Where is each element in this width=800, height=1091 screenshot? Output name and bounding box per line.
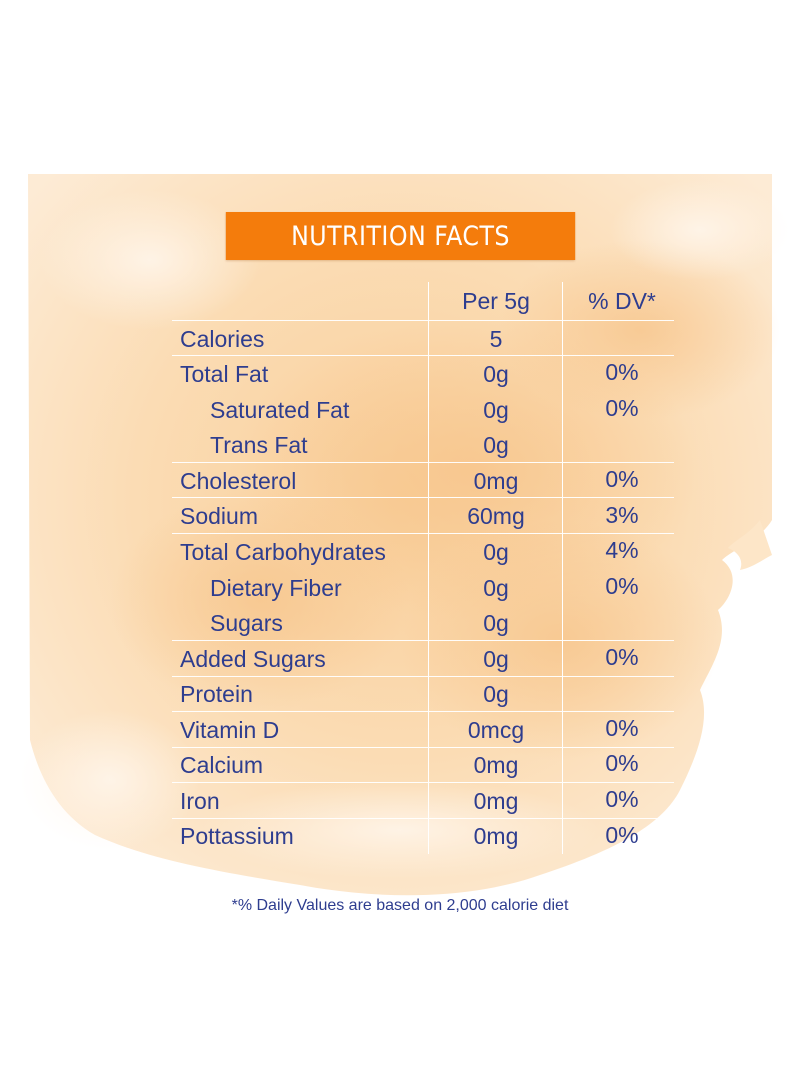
row-amount: 60mg: [467, 503, 525, 529]
row-divider: [172, 747, 674, 748]
row-divider: [172, 711, 674, 712]
row-label: Iron: [180, 788, 220, 814]
column-divider-left: [428, 282, 429, 854]
row-amount: 0g: [483, 397, 509, 423]
row-divider: [172, 640, 674, 641]
row-label: Trans Fat: [210, 432, 308, 458]
row-label: Pottassium: [180, 823, 294, 849]
row-dv: 0%: [605, 750, 639, 776]
row-amount: 0mg: [473, 788, 519, 814]
column-divider-right: [562, 282, 563, 854]
row-amount: 0g: [483, 539, 509, 565]
row-dv: 0%: [605, 466, 639, 492]
row-divider: [172, 355, 674, 356]
row-divider: [172, 818, 674, 819]
row-label: Protein: [180, 681, 253, 707]
row-amount: 0g: [483, 681, 509, 707]
row-divider: [172, 782, 674, 783]
row-divider: [172, 497, 674, 498]
row-amount: 0mg: [473, 752, 519, 778]
footnote: *% Daily Values are based on 2,000 calor…: [231, 897, 569, 914]
row-divider: [172, 320, 674, 321]
row-amount: 5: [489, 326, 503, 352]
row-dv: 0%: [605, 573, 639, 599]
row-label: Saturated Fat: [210, 397, 350, 423]
row-amount: 0g: [483, 361, 509, 387]
row-dv: 0%: [605, 786, 639, 812]
row-label: Calories: [180, 326, 265, 352]
row-dv: 0%: [605, 822, 639, 848]
row-dv: 0%: [605, 644, 639, 670]
row-label: Cholesterol: [180, 468, 297, 494]
row-dv: 4%: [605, 537, 639, 563]
row-label: Vitamin D: [180, 717, 280, 743]
row-dv: 0%: [605, 715, 639, 741]
row-amount: 0mg: [473, 823, 519, 849]
row-amount: 0g: [483, 610, 509, 636]
row-label: Sodium: [180, 503, 258, 529]
row-label: Total Carbohydrates: [180, 539, 386, 565]
row-amount: 0g: [483, 575, 509, 601]
title-banner: NUTRITION FACTS: [225, 212, 576, 260]
row-label: Added Sugars: [180, 646, 326, 672]
row-amount: 0mcg: [467, 717, 525, 743]
row-amount: 0g: [483, 432, 509, 458]
column-header-dv: % DV*: [588, 288, 656, 314]
row-dv: 0%: [605, 395, 639, 421]
column-header-amount: Per 5g: [462, 288, 530, 314]
row-divider: [172, 462, 674, 463]
row-amount: 0g: [483, 646, 509, 672]
row-label: Calcium: [180, 752, 264, 778]
row-label: Dietary Fiber: [210, 575, 342, 601]
row-dv: 3%: [605, 502, 639, 528]
row-dv: 0%: [605, 359, 639, 385]
row-divider: [172, 676, 674, 677]
row-amount: 0mg: [473, 468, 519, 494]
row-label: Sugars: [210, 610, 283, 636]
row-divider: [172, 533, 674, 534]
row-label: Total Fat: [180, 361, 269, 387]
page-title: NUTRITION FACTS: [291, 220, 510, 252]
